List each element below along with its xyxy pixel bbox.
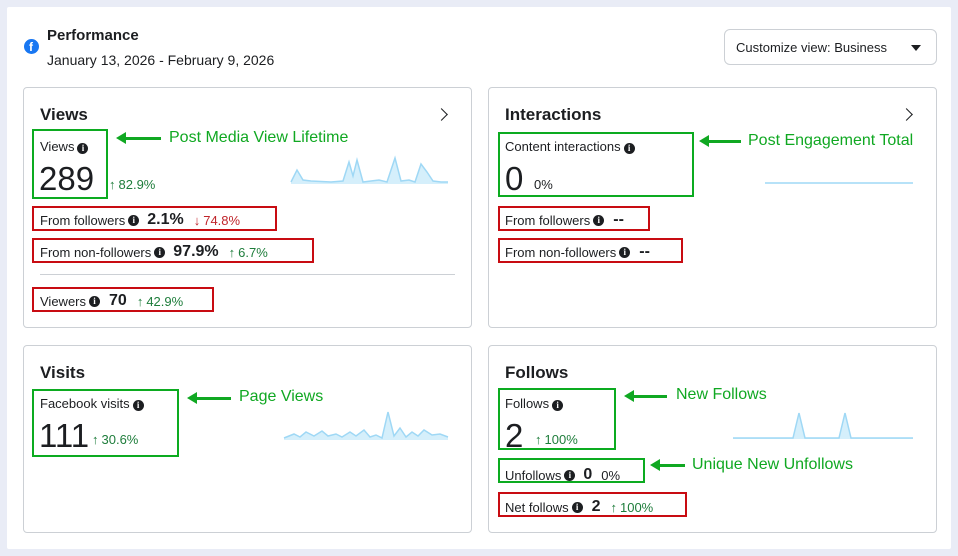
views-from-followers: From followers i 2.1% ↓ 74.8% [40, 211, 241, 228]
visits-card-title: Visits [40, 363, 86, 382]
annotation-box-views [32, 129, 108, 199]
arrow-up-icon: ↑ [109, 177, 116, 192]
visits-sparkline [283, 411, 449, 440]
info-icon[interactable]: i [571, 501, 583, 513]
customize-view-dropdown[interactable]: Customize view: Business [724, 29, 937, 65]
follows-change: ↑ 100% [535, 432, 578, 447]
visits-metric-label: Facebook visits i [40, 396, 144, 411]
info-icon[interactable]: i [132, 400, 144, 411]
visits-change: ↑ 30.6% [92, 432, 139, 447]
views-metric-label: Views i [40, 139, 89, 154]
arrow-up-icon: ↑ [92, 432, 99, 447]
info-icon[interactable]: i [77, 143, 89, 154]
facebook-logo-icon: f [24, 39, 39, 54]
divider [40, 274, 455, 275]
interactions-metric-label: Content interactions i [505, 139, 635, 154]
info-icon[interactable]: i [593, 214, 605, 226]
interactions-card-title: Interactions [505, 105, 602, 124]
views-card-title: Views [40, 105, 88, 124]
follows-sparkline [733, 412, 913, 439]
info-icon[interactable]: i [623, 143, 635, 154]
interactions-sparkline [765, 182, 913, 184]
annotation-label-interactions: Post Engagement Total [748, 132, 914, 149]
annotation-arrow [699, 135, 741, 147]
annotation-label-views: Post Media View Lifetime [169, 129, 349, 146]
arrow-up-icon: ↑ [136, 293, 144, 309]
arrow-up-icon: ↑ [535, 432, 542, 447]
annotation-box-visits [32, 389, 179, 457]
annotation-box-from-followers [32, 206, 277, 231]
visits-value: 111 [39, 417, 90, 454]
annotation-box-interactions-from-non-followers [498, 238, 683, 263]
annotation-arrow [650, 459, 685, 471]
annotation-box-net-follows [498, 492, 687, 517]
views-from-non-followers: From non-followers i 97.9% ↑ 6.7% [40, 243, 268, 260]
follows-card-title: Follows [505, 363, 569, 382]
annotation-box-viewers [32, 287, 214, 312]
info-icon[interactable]: i [154, 246, 166, 258]
annotation-box-from-non-followers [32, 238, 314, 263]
views-sparkline [290, 155, 448, 184]
caret-down-icon [911, 45, 921, 51]
date-range: January 13, 2026 - February 9, 2026 [47, 52, 275, 68]
annotation-arrow [187, 392, 231, 404]
info-icon[interactable]: i [89, 295, 101, 307]
arrow-up-icon: ↑ [610, 499, 617, 515]
views-change: ↑ 82.9% [109, 177, 156, 192]
annotation-box-follows [498, 388, 616, 450]
annotation-box-interactions [498, 132, 694, 197]
customize-view-label: Customize view: Business [736, 39, 887, 55]
views-value: 289 [39, 160, 95, 197]
interactions-change: 0% [534, 177, 553, 192]
follows-net: Net follows i 2 ↑ 100% [505, 498, 654, 515]
annotation-label-follows: New Follows [676, 386, 767, 403]
annotation-arrow [116, 132, 161, 144]
follows-metric-label: Follows i [505, 396, 564, 411]
interactions-from-followers: From followers i -- [505, 211, 624, 228]
annotation-box-interactions-from-followers [498, 206, 650, 231]
arrow-down-icon: ↓ [193, 212, 201, 228]
follows-value: 2 [505, 417, 524, 454]
page-title: Performance [47, 27, 139, 44]
info-icon[interactable]: i [552, 400, 564, 411]
annotation-label-unfollows: Unique New Unfollows [692, 456, 853, 473]
interactions-from-non-followers: From non-followers i -- [505, 243, 650, 260]
info-icon[interactable]: i [128, 214, 140, 226]
interactions-value: 0 [505, 160, 524, 197]
annotation-box-unfollows [498, 458, 645, 483]
info-icon[interactable]: i [619, 246, 631, 258]
annotation-arrow [624, 390, 667, 402]
annotation-label-visits: Page Views [239, 388, 324, 405]
arrow-up-icon: ↑ [228, 244, 236, 260]
follows-unfollows: Unfollows i 0 0% [505, 466, 621, 483]
views-viewers: Viewers i 70 ↑ 42.9% [40, 292, 184, 309]
info-icon[interactable]: i [564, 469, 576, 481]
